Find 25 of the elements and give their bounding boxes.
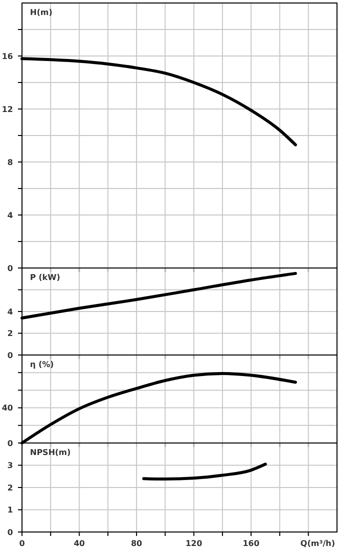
y-tick-label: 40 — [2, 404, 14, 413]
y-tick-label: 8 — [7, 158, 14, 167]
x-tick-label: 40 — [74, 539, 86, 548]
y-tick-label: 3 — [7, 461, 13, 470]
y-axis-title: H(m) — [30, 8, 52, 17]
y-axis-title: η (%) — [30, 360, 54, 369]
x-tick-label: 160 — [242, 539, 260, 548]
x-tick-label: 0 — [19, 539, 26, 548]
y-tick-label: 12 — [2, 104, 13, 114]
line-series — [142, 462, 267, 481]
x-axis-title: Q(m³/h) — [300, 539, 335, 548]
y-axis-title: NPSH(m) — [30, 448, 71, 457]
y-tick-label: 4 — [7, 307, 14, 316]
y-tick-label: 2 — [7, 483, 13, 492]
y-tick-label: 0 — [7, 350, 14, 360]
y-tick-label: 1 — [7, 506, 14, 515]
x-tick-label: 80 — [130, 539, 143, 548]
y-tick-label: 0 — [7, 264, 14, 273]
y-tick-label: 4 — [7, 210, 14, 220]
y-axis-title: P (kW) — [30, 273, 60, 282]
y-tick-label: 2 — [7, 329, 13, 338]
y-tick-label: 0 — [7, 528, 14, 537]
y-tick-label: 0 — [7, 438, 14, 448]
y-tick-label: 16 — [2, 52, 14, 61]
x-tick-label: 120 — [185, 539, 203, 548]
